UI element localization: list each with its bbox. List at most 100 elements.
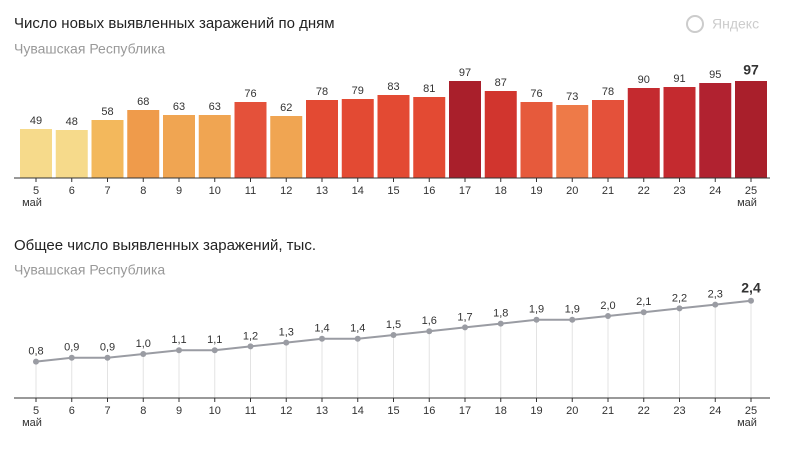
chart-subtitle: Чувашская Республика bbox=[14, 41, 165, 57]
x-tick-label: 18 bbox=[495, 185, 507, 197]
x-tick-label: 12 bbox=[280, 405, 292, 417]
point bbox=[390, 332, 397, 338]
x-tick-label: 24 bbox=[709, 185, 721, 197]
x-tick-label: 10 bbox=[209, 185, 221, 197]
x-tick-label: 25 bbox=[745, 405, 757, 417]
x-tick-label: 12 bbox=[280, 185, 292, 197]
x-tick-label: 20 bbox=[566, 405, 578, 417]
bar bbox=[484, 91, 517, 178]
data-label: 91 bbox=[673, 73, 685, 85]
bar bbox=[163, 115, 195, 178]
chart-title: Общее число выявленных заражений, тыс. bbox=[14, 237, 316, 254]
bar bbox=[198, 115, 231, 178]
data-label: 1,2 bbox=[243, 330, 258, 342]
data-label: 1,1 bbox=[171, 334, 186, 346]
data-label: 2,2 bbox=[672, 292, 687, 304]
x-tick-label: 11 bbox=[245, 405, 256, 417]
data-label: 1,9 bbox=[565, 304, 580, 316]
bar bbox=[413, 97, 446, 178]
data-label: 83 bbox=[387, 81, 399, 93]
x-tick-label: 14 bbox=[352, 405, 364, 417]
x-tick-label: 18 bbox=[495, 405, 507, 417]
point bbox=[176, 347, 182, 354]
bar bbox=[306, 100, 338, 178]
x-tick-label: 17 bbox=[459, 185, 471, 197]
data-label: 95 bbox=[709, 69, 721, 81]
x-tick-label: 7 bbox=[104, 185, 110, 197]
data-label: 1,7 bbox=[457, 311, 472, 323]
x-tick-label: 16 bbox=[423, 405, 435, 417]
bar bbox=[270, 116, 303, 178]
data-label: 2,0 bbox=[600, 300, 615, 312]
point bbox=[140, 351, 147, 357]
point bbox=[462, 324, 468, 331]
point bbox=[33, 358, 39, 365]
month-label: май bbox=[22, 417, 42, 429]
data-label: 76 bbox=[244, 88, 256, 100]
point bbox=[354, 335, 361, 342]
x-tick-label: 23 bbox=[673, 405, 685, 417]
bar bbox=[556, 105, 589, 178]
bar bbox=[520, 102, 553, 178]
data-label: 1,3 bbox=[279, 327, 294, 339]
bar bbox=[91, 120, 124, 178]
month-label: май bbox=[22, 197, 42, 209]
x-tick-label: 8 bbox=[140, 185, 146, 197]
data-label: 0,9 bbox=[100, 342, 115, 354]
data-label: 1,4 bbox=[350, 323, 365, 335]
x-tick-label: 8 bbox=[140, 405, 146, 417]
point bbox=[640, 309, 647, 316]
point bbox=[426, 328, 433, 335]
x-tick-label: 6 bbox=[69, 185, 75, 197]
x-tick-label: 22 bbox=[638, 185, 650, 197]
point bbox=[283, 339, 290, 346]
x-tick-label: 10 bbox=[209, 405, 221, 417]
data-label: 1,9 bbox=[529, 304, 544, 316]
data-label: 68 bbox=[137, 96, 149, 108]
x-tick-label: 19 bbox=[530, 405, 542, 417]
data-label: 79 bbox=[352, 85, 364, 97]
point bbox=[68, 354, 75, 361]
bar bbox=[735, 81, 767, 178]
x-tick-label: 23 bbox=[673, 185, 685, 197]
month-label: май bbox=[737, 417, 757, 429]
x-tick-label: 16 bbox=[423, 185, 435, 197]
point bbox=[319, 335, 325, 342]
point bbox=[211, 347, 218, 354]
x-tick-label: 20 bbox=[566, 185, 578, 197]
data-label: 49 bbox=[30, 115, 42, 127]
x-tick-label: 21 bbox=[602, 405, 614, 417]
bar bbox=[592, 100, 624, 178]
x-tick-label: 19 bbox=[530, 185, 542, 197]
bar bbox=[55, 130, 88, 178]
data-label: 48 bbox=[66, 116, 78, 128]
x-tick-label: 5 bbox=[33, 185, 39, 197]
bar bbox=[234, 102, 267, 178]
x-tick-label: 24 bbox=[709, 405, 721, 417]
bar bbox=[20, 129, 52, 178]
data-label: 58 bbox=[101, 106, 113, 118]
x-tick-label: 14 bbox=[352, 185, 364, 197]
month-label: май bbox=[737, 197, 757, 209]
logo: Яндекс bbox=[712, 16, 759, 32]
data-label: 63 bbox=[209, 101, 221, 113]
x-tick-label: 9 bbox=[176, 185, 182, 197]
data-label: 63 bbox=[173, 101, 185, 113]
point bbox=[104, 354, 111, 361]
bar bbox=[377, 95, 410, 178]
data-label: 1,4 bbox=[314, 323, 329, 335]
data-label: 1,0 bbox=[136, 338, 151, 350]
data-label: 2,3 bbox=[708, 289, 723, 301]
point bbox=[712, 301, 719, 308]
x-tick-label: 17 bbox=[459, 405, 471, 417]
point bbox=[497, 320, 504, 327]
point bbox=[676, 305, 683, 312]
data-label: 1,1 bbox=[207, 334, 222, 346]
bar bbox=[449, 81, 481, 178]
x-tick-label: 5 bbox=[33, 405, 39, 417]
data-label: 2,1 bbox=[636, 296, 651, 308]
data-label: 1,8 bbox=[493, 308, 508, 320]
chart-subtitle: Чувашская Республика bbox=[14, 262, 165, 278]
